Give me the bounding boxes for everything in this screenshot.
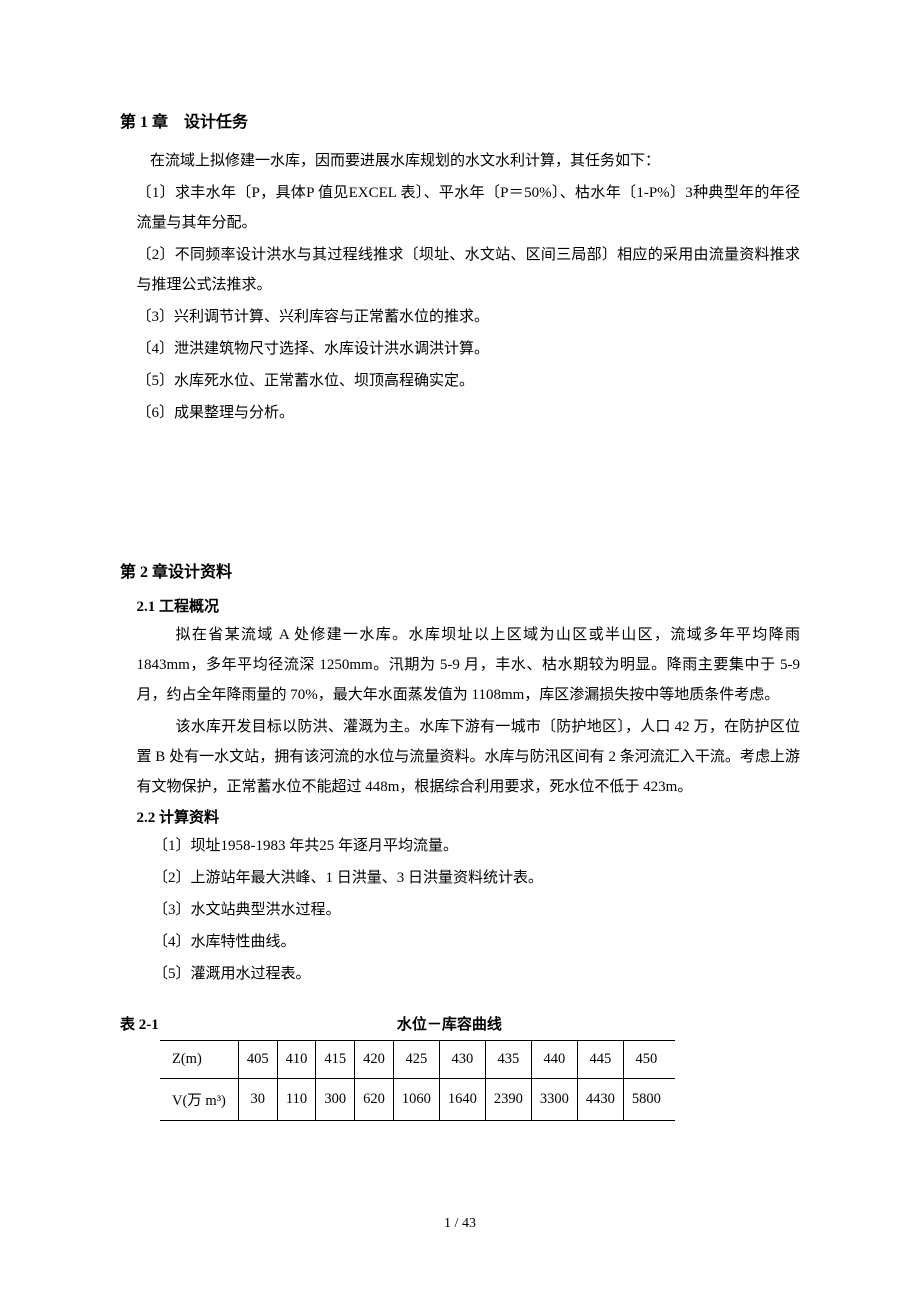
page-total: 43 <box>462 1216 476 1231</box>
sec22-item-1: 〔1〕坝址1958-1983 年共25 年逐月平均流量。 <box>120 831 800 861</box>
table-cell: 450 <box>623 1041 675 1079</box>
table-2-1-caption: 表 2-1 水位－库容曲线 <box>120 1013 800 1034</box>
page-footer: 1 / 43 <box>0 1216 920 1232</box>
ch1-item-5: 〔5〕水库死水位、正常蓄水位、坝顶高程确实定。 <box>120 366 800 396</box>
ch1-intro: 在流域上拟修建一水库，因而要进展水库规划的水文水利计算，其任务如下： <box>120 146 800 176</box>
ch1-mid: 章 <box>152 114 168 131</box>
ch2-number: 2 <box>140 564 152 581</box>
chapter-2-title: 第 2 章设计资料 <box>120 560 800 586</box>
sec22-item-3: 〔3〕水文站典型洪水过程。 <box>120 895 800 925</box>
table-cell: 1060 <box>393 1079 439 1121</box>
section-2-2-heading: 2.2 计算资料 <box>120 806 800 827</box>
sec21-p1: 拟在省某流域 A 处修建一水库。水库坝址以上区域为山区或半山区，流域多年平均降雨… <box>120 620 800 710</box>
table-cell: 420 <box>355 1041 394 1079</box>
ch1-item-3: 〔3〕兴利调节计算、兴利库容与正常蓄水位的推求。 <box>120 302 800 332</box>
table-cell: 110 <box>277 1079 316 1121</box>
table-cell: 30 <box>238 1079 277 1121</box>
sec22-item-5: 〔5〕灌溉用水过程表。 <box>120 959 800 989</box>
page-number: 1 <box>444 1216 451 1231</box>
ch1-suffix: 设计任务 <box>184 114 248 131</box>
sec22-item-2: 〔2〕上游站年最大洪峰、1 日洪量、3 日洪量资料统计表。 <box>120 863 800 893</box>
ch1-item-1: 〔1〕求丰水年〔P，具体P 值见EXCEL 表〕、平水年〔P＝50%〕、枯水年〔… <box>120 178 800 238</box>
table-2-1-label: 表 2-1 <box>120 1013 159 1034</box>
table-cell: 2390 <box>485 1079 531 1121</box>
ch1-number: 1 <box>140 114 152 131</box>
ch1-prefix: 第 <box>120 114 136 131</box>
ch1-item-2: 〔2〕不同频率设计洪水与其过程线推求〔坝址、水文站、区间三局部〕相应的采用由流量… <box>120 240 800 300</box>
table-cell: 430 <box>439 1041 485 1079</box>
table-cell: 3300 <box>531 1079 577 1121</box>
table-2-1-row1-label: Z(m) <box>160 1041 238 1079</box>
table-cell: 425 <box>393 1041 439 1079</box>
table-2-1: Z(m) 405 410 415 420 425 430 435 440 445… <box>160 1040 675 1121</box>
section-2-1-heading: 2.1 工程概况 <box>120 595 800 616</box>
table-cell: 1640 <box>439 1079 485 1121</box>
table-cell: 300 <box>316 1079 355 1121</box>
table-cell: 445 <box>577 1041 623 1079</box>
table-cell: 435 <box>485 1041 531 1079</box>
chapter-1-title: 第 1 章 设计任务 <box>120 110 800 136</box>
table-row: Z(m) 405 410 415 420 425 430 435 440 445… <box>160 1041 675 1079</box>
ch2-prefix: 第 <box>120 564 136 581</box>
table-cell: 4430 <box>577 1079 623 1121</box>
chapter-gap <box>120 430 800 560</box>
table-row: V(万 m³) 30 110 300 620 1060 1640 2390 33… <box>160 1079 675 1121</box>
sec22-item-4: 〔4〕水库特性曲线。 <box>120 927 800 957</box>
table-cell: 415 <box>316 1041 355 1079</box>
table-cell: 620 <box>355 1079 394 1121</box>
table-cell: 405 <box>238 1041 277 1079</box>
table-cell: 440 <box>531 1041 577 1079</box>
ch1-item-6: 〔6〕成果整理与分析。 <box>120 398 800 428</box>
table-2-1-row2-label: V(万 m³) <box>160 1079 238 1121</box>
table-cell: 5800 <box>623 1079 675 1121</box>
ch2-mid: 章设计资料 <box>152 564 232 581</box>
ch1-item-4: 〔4〕泄洪建筑物尺寸选择、水库设计洪水调洪计算。 <box>120 334 800 364</box>
sec21-p2: 该水库开发目标以防洪、灌溉为主。水库下游有一城市〔防护地区〕，人口 42 万，在… <box>120 712 800 802</box>
document-page: 第 1 章 设计任务 在流域上拟修建一水库，因而要进展水库规划的水文水利计算，其… <box>0 0 920 1302</box>
table-2-1-title: 水位－库容曲线 <box>159 1013 800 1034</box>
ch1-num-val: 1 <box>140 114 148 131</box>
page-sep: / <box>451 1216 462 1231</box>
table-cell: 410 <box>277 1041 316 1079</box>
ch2-num-val: 2 <box>140 564 148 581</box>
